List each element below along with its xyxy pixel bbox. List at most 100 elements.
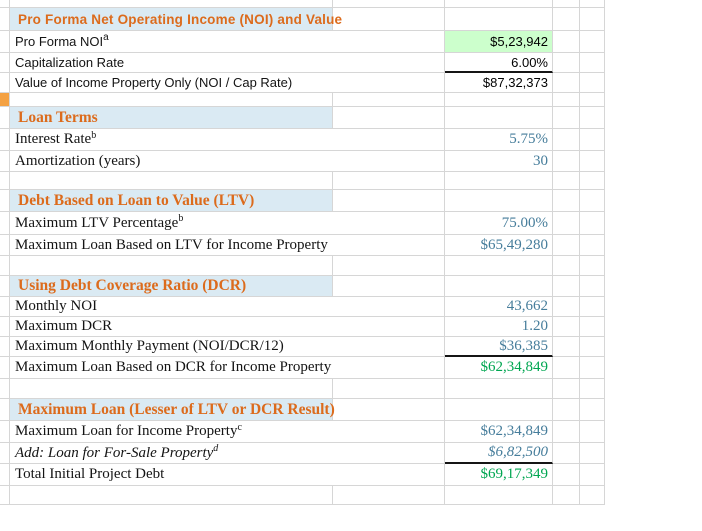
grid-cell: [0, 172, 10, 190]
grid-cell: [333, 190, 445, 212]
cell-value: 43,662: [506, 298, 548, 314]
grid-cell: [580, 93, 605, 107]
value-cell-maximum-loan-income-property[interactable]: $62,34,849: [445, 421, 553, 443]
grid-cell: [10, 172, 333, 190]
value-cell-capitalization-rate[interactable]: 6.00%: [445, 53, 553, 73]
spacer-row: [0, 93, 605, 107]
label-cell-capitalization-rate[interactable]: Capitalization Rate: [10, 53, 445, 73]
spacer-row: [0, 486, 605, 505]
value-cell-total-initial-project-debt[interactable]: $69,17,349: [445, 464, 553, 486]
grid-cell: [553, 8, 580, 31]
cell-value: 5.75%: [509, 131, 548, 147]
label-cell-value-of-income-property[interactable]: Value of Income Property Only (NOI / Cap…: [10, 73, 445, 93]
value-cell-maximum-monthly-payment[interactable]: $36,385: [445, 337, 553, 357]
value-cell-monthly-noi[interactable]: 43,662: [445, 297, 553, 317]
row-maximum-monthly-payment: Maximum Monthly Payment (NOI/DCR/12) $36…: [0, 337, 605, 357]
section-header-cell[interactable]: Pro Forma Net Operating Income (NOI) and…: [10, 8, 342, 31]
section-header-label: Pro Forma Net Operating Income (NOI) and…: [18, 11, 343, 27]
grid-cell: [553, 399, 580, 421]
grid-cell: [580, 73, 605, 93]
row-label: Maximum DCR: [15, 318, 113, 334]
value-cell-maximum-dcr[interactable]: 1.20: [445, 317, 553, 337]
grid-cell: [580, 464, 605, 486]
row-value-of-income-property: Value of Income Property Only (NOI / Cap…: [0, 73, 605, 93]
section-header-cell[interactable]: Using Debt Coverage Ratio (DCR): [10, 276, 333, 297]
section-header-cell[interactable]: Loan Terms: [10, 107, 333, 129]
label-cell-maximum-dcr[interactable]: Maximum DCR: [10, 317, 445, 337]
label-cell-maximum-loan-ltv[interactable]: Maximum Loan Based on LTV for Income Pro…: [10, 235, 445, 256]
label-cell-maximum-loan-income-property[interactable]: Maximum Loan for Income Property c: [10, 421, 445, 443]
grid-cell: [445, 172, 553, 190]
value-cell-amortization-years[interactable]: 30: [445, 151, 553, 172]
row-label: Interest Rate: [15, 131, 92, 147]
grid-cell: [0, 276, 10, 297]
orange-flag-cell[interactable]: [0, 93, 10, 107]
label-cell-pro-forma-noi[interactable]: Pro Forma NOI a: [10, 31, 445, 53]
grid-cell: [553, 53, 580, 73]
spacer-row: [0, 256, 605, 276]
grid-cell: [580, 190, 605, 212]
value-cell-maximum-loan-ltv[interactable]: $65,49,280: [445, 235, 553, 256]
grid-cell: [553, 212, 580, 235]
row-amortization-years: Amortization (years) 30: [0, 151, 605, 172]
grid-cell: [0, 190, 10, 212]
label-cell-maximum-loan-dcr[interactable]: Maximum Loan Based on DCR for Income Pro…: [10, 357, 445, 379]
row-maximum-loan-income-property: Maximum Loan for Income Property c $62,34…: [0, 421, 605, 443]
grid-cell: [445, 107, 553, 129]
grid-cell: [333, 8, 445, 31]
grid-cell: [0, 8, 10, 31]
label-cell-interest-rate[interactable]: Interest Rate b: [10, 129, 445, 151]
section-header-cell[interactable]: Debt Based on Loan to Value (LTV): [10, 190, 333, 212]
section-header-maximum-loan: Maximum Loan (Lesser of LTV or DCR Resul…: [0, 399, 605, 421]
grid-cell: [553, 73, 580, 93]
grid-cell: [0, 235, 10, 256]
grid-cell: [580, 151, 605, 172]
label-cell-amortization-years[interactable]: Amortization (years): [10, 151, 445, 172]
grid-cell: [445, 93, 553, 107]
cell-value: $36,385: [499, 337, 548, 354]
value-cell-value-of-income-property[interactable]: $87,32,373: [445, 73, 553, 93]
grid-cell: [580, 256, 605, 276]
cell-value: 1.20: [521, 318, 548, 334]
cell-value: $5,23,942: [490, 34, 548, 49]
grid-cell: [580, 0, 605, 8]
row-monthly-noi: Monthly NOI 43,662: [0, 297, 605, 317]
cell-value: $69,17,349: [480, 466, 549, 482]
label-cell-add-loan-for-sale-property[interactable]: Add: Loan for For-Sale Property d: [10, 443, 445, 464]
value-cell-interest-rate[interactable]: 5.75%: [445, 129, 553, 151]
grid-cell: [553, 107, 580, 129]
label-cell-maximum-monthly-payment[interactable]: Maximum Monthly Payment (NOI/DCR/12): [10, 337, 445, 357]
row-add-loan-for-sale-property: Add: Loan for For-Sale Property d $6,82,5…: [0, 443, 605, 464]
grid-cell: [0, 421, 10, 443]
grid-cell: [553, 235, 580, 256]
value-cell-pro-forma-noi[interactable]: $5,23,942: [445, 31, 553, 53]
value-cell-maximum-loan-dcr[interactable]: $62,34,849: [445, 357, 553, 379]
section-header-label: Debt Based on Loan to Value (LTV): [18, 191, 255, 209]
row-maximum-ltv-percentage: Maximum LTV Percentage b 75.00%: [0, 212, 605, 235]
label-cell-maximum-ltv-percentage[interactable]: Maximum LTV Percentage b: [10, 212, 445, 235]
cell-value: $62,34,849: [480, 423, 549, 439]
row-total-initial-project-debt: Total Initial Project Debt $69,17,349: [0, 464, 605, 486]
grid-cell: [580, 399, 605, 421]
section-header-cell[interactable]: Maximum Loan (Lesser of LTV or DCR Resul…: [10, 399, 335, 421]
row-pro-forma-noi: Pro Forma NOI a $5,23,942: [0, 31, 605, 53]
grid-cell: [0, 31, 10, 53]
cell-value: $87,32,373: [482, 75, 548, 90]
grid-cell: [0, 73, 10, 93]
value-cell-add-loan-for-sale-property[interactable]: $6,82,500: [445, 443, 553, 464]
grid-cell: [553, 31, 580, 53]
grid-cell: [333, 172, 445, 190]
row-label: Value of Income Property Only (NOI / Cap…: [15, 75, 293, 90]
grid-cell: [553, 337, 580, 357]
grid-cell: [10, 93, 333, 107]
grid-cell: [580, 421, 605, 443]
grid-cell: [445, 276, 553, 297]
grid-cell: [580, 276, 605, 297]
grid-cell: [445, 399, 553, 421]
grid-cell: [0, 0, 10, 8]
label-cell-total-initial-project-debt[interactable]: Total Initial Project Debt: [10, 464, 445, 486]
value-cell-maximum-ltv-percentage[interactable]: 75.00%: [445, 212, 553, 235]
row-label: Total Initial Project Debt: [15, 466, 165, 482]
label-cell-monthly-noi[interactable]: Monthly NOI: [10, 297, 445, 317]
grid-cell: [553, 93, 580, 107]
